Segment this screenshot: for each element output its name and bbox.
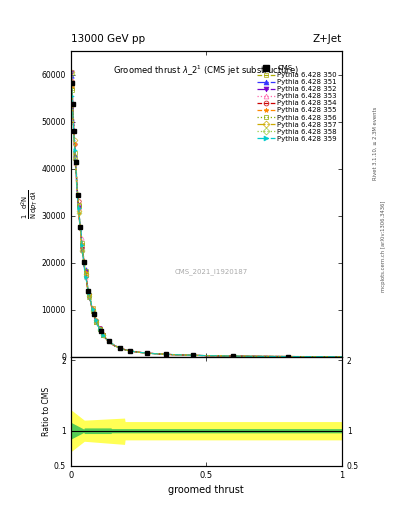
Text: CMS_2021_I1920187: CMS_2021_I1920187 (175, 268, 248, 274)
Text: Rivet 3.1.10, ≥ 2.3M events: Rivet 3.1.10, ≥ 2.3M events (373, 106, 378, 180)
Y-axis label: Ratio to CMS: Ratio to CMS (42, 387, 51, 436)
Text: Z+Jet: Z+Jet (313, 33, 342, 44)
Text: Groomed thrust $\lambda\_2^1$ (CMS jet substructure): Groomed thrust $\lambda\_2^1$ (CMS jet s… (114, 63, 299, 78)
Text: mcplots.cern.ch [arXiv:1306.3436]: mcplots.cern.ch [arXiv:1306.3436] (381, 200, 386, 291)
Text: 13000 GeV pp: 13000 GeV pp (71, 33, 145, 44)
Y-axis label: $\frac{1}{\mathrm{N}}\frac{\mathrm{d}^2\mathrm{N}}{\mathrm{d}p_T\,\mathrm{d}\lam: $\frac{1}{\mathrm{N}}\frac{\mathrm{d}^2\… (19, 189, 40, 219)
Legend: CMS, Pythia 6.428 350, Pythia 6.428 351, Pythia 6.428 352, Pythia 6.428 353, Pyt: CMS, Pythia 6.428 350, Pythia 6.428 351,… (256, 64, 338, 143)
X-axis label: groomed thrust: groomed thrust (169, 485, 244, 495)
